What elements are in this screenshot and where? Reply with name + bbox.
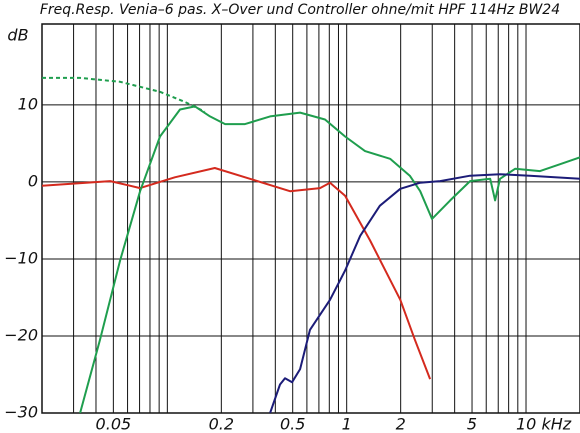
x-tick-label: 10 kHz — [516, 415, 572, 433]
x-tick-label: 0.5 — [280, 415, 305, 433]
y-tick-label: −20 — [4, 325, 38, 344]
series-line — [42, 167, 432, 380]
y-tick-label: 10 — [18, 94, 38, 113]
series-line — [269, 173, 580, 413]
x-tick-label: 5 — [467, 415, 477, 433]
y-tick-label: −10 — [4, 248, 38, 267]
series-line — [42, 76, 206, 113]
y-tick-label: −30 — [4, 403, 38, 422]
x-tick-label: 1 — [342, 415, 352, 433]
x-tick-label: 0.05 — [96, 415, 132, 433]
y-axis-label: dB — [7, 26, 28, 45]
x-tick-label: 0.2 — [209, 415, 234, 433]
chart-title: Freq.Resp. Venia–6 pas. X–Over und Contr… — [40, 2, 560, 18]
series-line — [79, 105, 580, 413]
x-tick-label: 2 — [396, 415, 406, 433]
y-tick-label: 0 — [28, 171, 38, 190]
